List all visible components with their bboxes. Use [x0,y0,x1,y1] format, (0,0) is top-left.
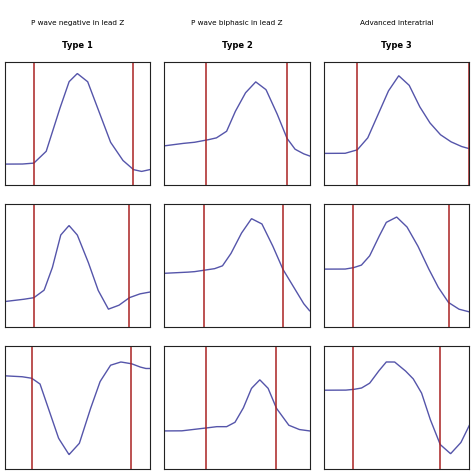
Text: Advanced interatrial: Advanced interatrial [360,20,433,26]
Text: P wave biphasic in lead Z: P wave biphasic in lead Z [191,20,283,26]
Text: Type 1: Type 1 [62,41,93,50]
Text: P wave negative in lead Z: P wave negative in lead Z [31,20,124,26]
Text: Type 2: Type 2 [221,41,253,50]
Text: Type 3: Type 3 [381,41,412,50]
